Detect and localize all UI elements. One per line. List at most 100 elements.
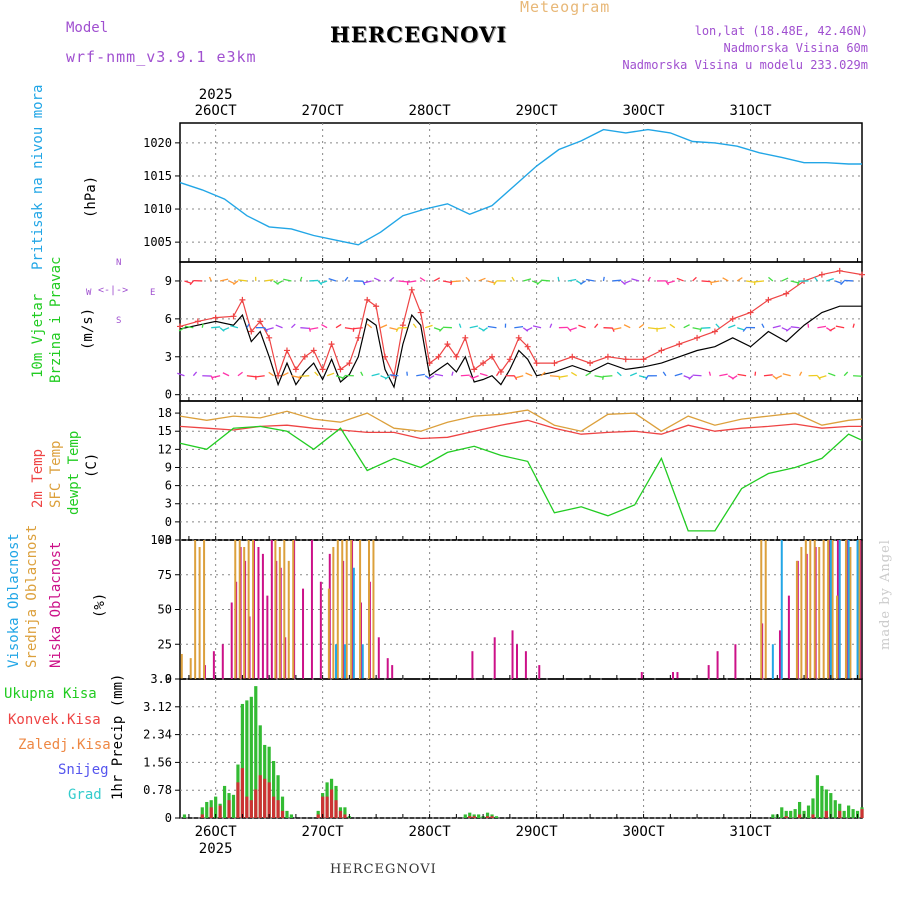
y-tick-label: 1.56: [143, 755, 172, 769]
wind-gust-point: [462, 334, 469, 341]
precip-total-bar: [851, 809, 855, 818]
wind-direction-arrow: [416, 373, 425, 377]
wind-direction-arrow: [264, 279, 274, 282]
precip-conv-bar: [334, 800, 338, 818]
wind-gust-point: [364, 296, 371, 303]
precip-conv-bar: [316, 814, 320, 818]
wind-direction-arrow: [246, 323, 250, 329]
wind-gust-point: [194, 318, 201, 325]
wind-direction-arrow: [755, 280, 765, 283]
wind-direction-arrow: [465, 276, 471, 282]
wind-direction-arrow: [813, 276, 818, 282]
wind-gust-point: [373, 303, 380, 310]
wind-direction-arrow: [353, 327, 363, 330]
wind-direction-arrow: [692, 374, 702, 377]
wind-direction-arrow: [319, 280, 328, 285]
precip-conv-bar: [218, 805, 222, 818]
wind-direction-arrow: [222, 372, 230, 377]
wind-direction-arrow: [525, 327, 533, 332]
compass-south: S: [116, 316, 122, 326]
top-day-label: 29OCT: [516, 103, 559, 119]
precip-total-bar: [200, 807, 204, 818]
wind-direction-arrow: [238, 279, 247, 282]
wind-direction-arrow: [570, 371, 578, 377]
wind-gust-point: [765, 296, 772, 303]
station-title: HERCEGNOVI: [330, 22, 508, 47]
wind-direction-arrow: [282, 372, 289, 377]
wind-gust-point: [506, 356, 513, 363]
wind-direction-arrow: [586, 278, 595, 282]
precip-conv-bar: [272, 796, 276, 818]
wind-direction-arrow: [775, 375, 783, 380]
panel-frame-1: [179, 261, 863, 402]
panel-frame-4: [179, 678, 863, 819]
wind-direction-arrow: [513, 375, 518, 380]
wind-direction-arrow: [616, 371, 622, 377]
wind-direction-arrow: [699, 327, 703, 332]
precip-total-bar: [494, 816, 499, 818]
wind-direction-arrow: [736, 327, 745, 331]
wind-gust-point: [747, 309, 754, 316]
y-tick-label: 1005: [143, 235, 172, 249]
wind-direction-arrow: [761, 323, 765, 329]
compass-east: E: [150, 288, 156, 298]
top-day-label: 26OCT: [195, 103, 238, 119]
wind-direction-arrow: [603, 375, 613, 378]
y-tick-label: 1020: [143, 136, 172, 150]
wind-direction-arrow: [451, 371, 454, 376]
precip-total-bar: [276, 775, 280, 818]
wind-direction-arrow: [790, 280, 799, 284]
wind-direction-arrow: [701, 280, 711, 283]
wind-gust-point: [444, 341, 451, 348]
wind-direction-arrow: [647, 276, 651, 282]
top-day-label: 31OCT: [729, 103, 772, 119]
wind-direction-arrow: [515, 375, 524, 379]
top-day-label: 30OCT: [623, 103, 666, 119]
wind-direction-arrow: [237, 371, 243, 377]
wind-gust-point: [239, 296, 246, 303]
bottom-day-label: 30OCT: [623, 824, 666, 840]
precip-conv-bar: [329, 789, 334, 818]
precip-total-bar: [842, 810, 846, 818]
wind-direction-arrow: [363, 280, 372, 284]
wind-gust-point: [248, 328, 255, 335]
bottom-year-label: 2025: [199, 841, 233, 857]
y-tick-label: 3.12: [143, 700, 172, 714]
precip-conv-bar: [227, 800, 231, 818]
wind-direction-arrow: [328, 278, 337, 282]
precip-total-bar: [780, 807, 784, 818]
wind-direction-arrow: [360, 371, 364, 377]
wind-direction-arrow: [362, 280, 366, 286]
wind-direction-arrow: [781, 277, 789, 282]
wind-direction-arrow: [602, 276, 605, 282]
y-tick-label: 18: [158, 406, 172, 420]
y-tick-label: 75: [158, 568, 172, 582]
wind-gust-point: [283, 347, 290, 354]
wind-direction-arrow: [460, 374, 470, 377]
y-tick-label: 9: [165, 460, 172, 474]
wind-direction-arrow: [683, 324, 690, 329]
wind-direction-arrow: [549, 375, 559, 378]
precip-total-bar: [771, 814, 775, 818]
wind-direction-arrow: [407, 280, 417, 283]
wind-direction-arrow: [835, 280, 843, 285]
wind-direction-arrow: [469, 325, 479, 329]
wind-gust-point: [524, 343, 531, 350]
legend-snow: Snijeg: [58, 762, 109, 778]
wind-direction-arrow: [442, 280, 452, 284]
panel-frame-0: [179, 122, 863, 263]
wind-direction-arrow: [439, 327, 444, 332]
precip-total-bar: [797, 801, 802, 818]
wind-direction-arrow: [201, 323, 204, 328]
wind-direction-arrow: [265, 327, 274, 331]
precip-total-bar: [222, 785, 227, 818]
wind-gust-point: [694, 334, 701, 341]
precip-conv-bar: [236, 782, 240, 818]
precip-conv-bar: [245, 796, 249, 818]
wind-direction-arrow: [638, 375, 648, 379]
wind-direction-arrow: [731, 375, 738, 380]
wind-gust-point: [328, 341, 335, 348]
wind-direction-arrow: [487, 280, 496, 284]
wind-direction-arrow: [559, 375, 568, 378]
wind-gust-point: [622, 356, 629, 363]
